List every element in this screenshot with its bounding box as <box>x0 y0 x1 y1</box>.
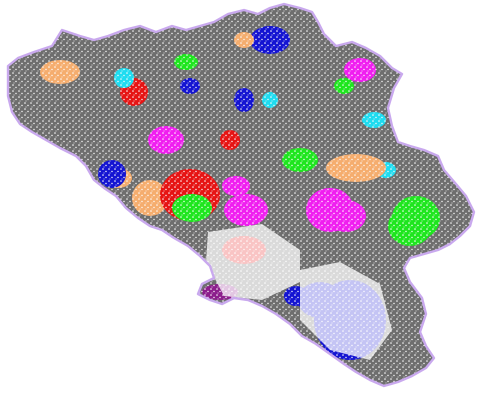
country-border <box>6 2 476 388</box>
